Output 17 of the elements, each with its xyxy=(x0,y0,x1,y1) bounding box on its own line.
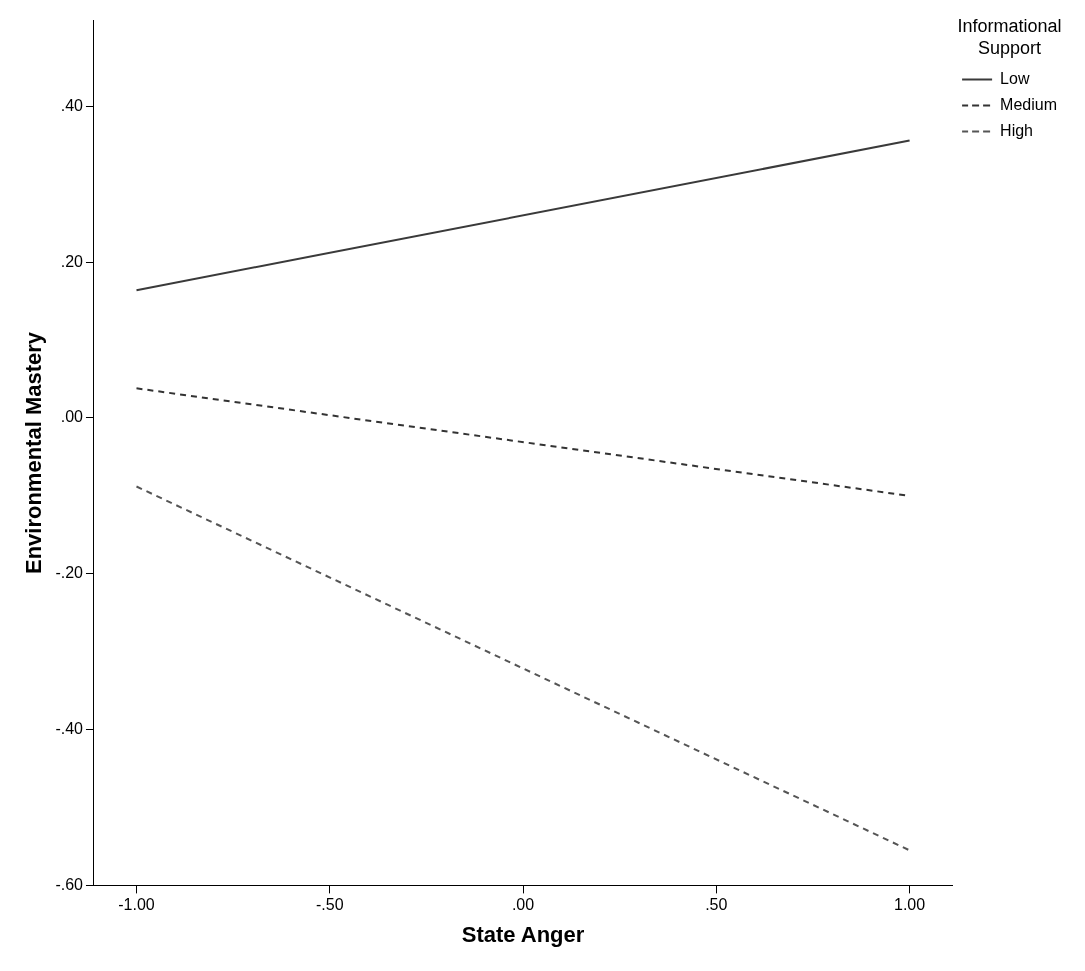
legend-label: Medium xyxy=(1000,96,1057,114)
legend-label: Low xyxy=(1000,70,1030,88)
y-tick-label: -.20 xyxy=(55,564,84,582)
x-tick-label: 1.00 xyxy=(894,896,926,914)
y-tick-label: .00 xyxy=(60,408,84,426)
x-tick-label: -1.00 xyxy=(118,896,155,914)
legend-title: Informational Support xyxy=(957,15,1062,58)
x-tick-label: -.50 xyxy=(315,896,344,914)
y-tick-label: .40 xyxy=(60,96,84,114)
y-axis-title: Environmental Mastery xyxy=(21,331,47,575)
y-tick-label: -.60 xyxy=(55,875,84,893)
x-tick-label: .00 xyxy=(511,896,535,914)
legend-label: High xyxy=(1000,122,1033,140)
x-tick-label: .50 xyxy=(705,896,728,914)
x-axis-title: State Anger xyxy=(461,921,585,947)
y-tick-label: .20 xyxy=(60,252,84,270)
y-tick-label: -.40 xyxy=(55,719,84,737)
